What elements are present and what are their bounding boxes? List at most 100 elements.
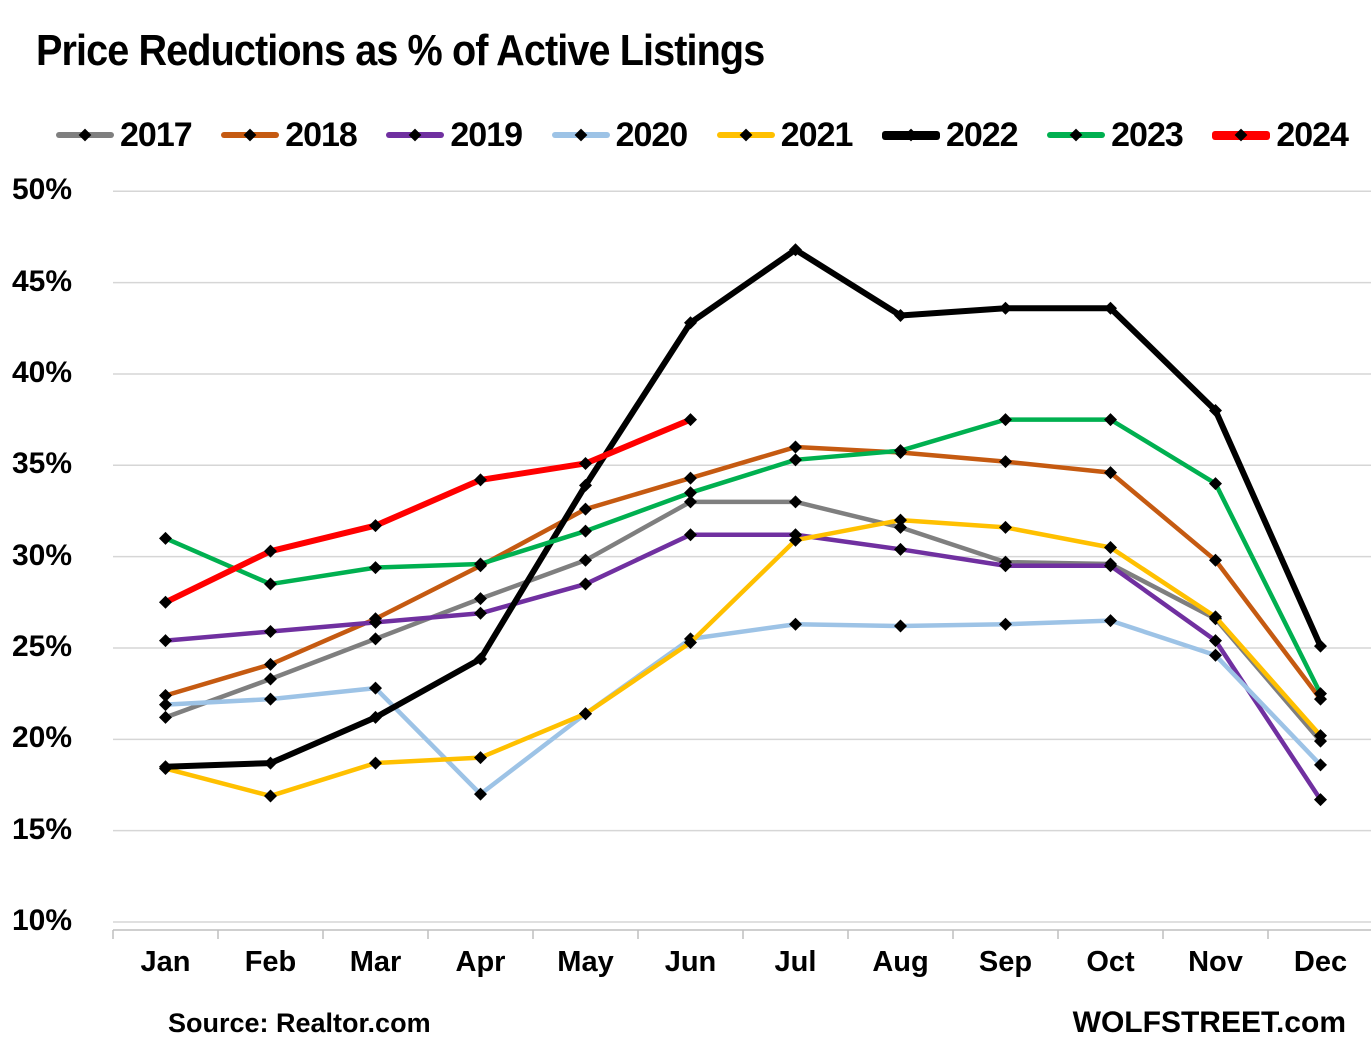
legend-line-swatch (1047, 128, 1106, 142)
y-tick-label: 15% (12, 812, 73, 846)
legend-line-swatch (221, 128, 280, 142)
data-point-marker-2022 (1104, 301, 1117, 315)
data-point-marker-2024 (579, 456, 592, 470)
legend-item-2019: 2019 (386, 116, 523, 155)
x-tick-label: Mar (349, 946, 402, 978)
data-point-marker-2021 (999, 520, 1012, 534)
data-point-marker-2022 (1314, 639, 1327, 653)
data-point-marker-2023 (369, 561, 382, 575)
legend-line-swatch (881, 128, 940, 142)
data-point-marker-2023 (1209, 477, 1222, 491)
x-tick-label: Jul (774, 946, 817, 978)
x-tick-label: Feb (244, 946, 297, 978)
legend-item-2024: 2024 (1212, 115, 1349, 155)
data-point-marker-2024 (684, 413, 697, 427)
legend-line-swatch (551, 128, 610, 142)
data-point-marker-2017 (369, 632, 382, 646)
legend-label: 2024 (1276, 115, 1349, 154)
data-point-marker-2020 (999, 617, 1012, 631)
legend-item-2022: 2022 (881, 116, 1019, 155)
data-point-marker-2023 (579, 524, 592, 538)
legend-line-swatch (1212, 128, 1271, 142)
data-point-marker-2022 (999, 301, 1012, 315)
data-point-marker-2021 (579, 707, 592, 721)
source-note: Source: Realtor.com (168, 1008, 431, 1038)
data-point-marker-2024 (369, 519, 382, 533)
data-point-marker-2020 (264, 692, 277, 706)
y-tick-label: 40% (12, 355, 73, 389)
data-point-marker-2021 (684, 635, 697, 649)
data-point-marker-2021 (894, 513, 907, 527)
series-line-2018 (163, 444, 1323, 702)
data-point-marker-2023 (789, 453, 802, 467)
data-point-marker-2020 (1104, 614, 1117, 628)
data-point-marker-2022 (789, 243, 802, 257)
x-tick-label: Dec (1293, 946, 1348, 978)
data-point-marker-2019 (474, 606, 487, 620)
x-tick-label: Jun (664, 946, 717, 978)
series-line-2020 (163, 618, 1323, 797)
data-point-marker-2017 (894, 520, 907, 534)
data-point-marker-2022 (579, 478, 592, 492)
legend-label: 2020 (615, 115, 689, 154)
legend-item-2023: 2023 (1047, 115, 1184, 155)
x-tick-label: Sep (978, 946, 1033, 978)
data-point-marker-2021 (264, 789, 277, 803)
data-point-marker-2023 (1104, 413, 1117, 427)
series-line-2019 (163, 532, 1323, 802)
x-tick-label: Oct (1086, 946, 1135, 978)
data-point-marker-2020 (1314, 758, 1327, 772)
data-point-marker-2021 (369, 756, 382, 770)
x-tick-label: Jan (140, 946, 191, 978)
data-point-marker-2019 (579, 577, 592, 591)
y-tick-label: 30% (12, 538, 73, 572)
x-tick-label: Aug (872, 946, 929, 978)
chart-legend: 2017 2018 2019 2020 2021 2022 2023 2024 (56, 112, 1349, 158)
data-point-marker-2024 (474, 473, 487, 487)
data-point-marker-2023 (894, 444, 907, 458)
data-point-marker-2018 (264, 657, 277, 671)
data-point-marker-2019 (999, 559, 1012, 573)
data-point-marker-2018 (789, 440, 802, 454)
data-point-marker-2022 (474, 652, 487, 666)
legend-line-swatch (716, 128, 775, 142)
data-point-marker-2019 (1314, 793, 1327, 807)
data-point-marker-2020 (894, 619, 907, 633)
legend-item-2017: 2017 (56, 115, 193, 155)
data-point-marker-2022 (159, 760, 172, 774)
legend-label: 2018 (285, 115, 358, 154)
data-point-marker-2017 (684, 495, 697, 509)
data-point-marker-2020 (369, 681, 382, 695)
x-tick-label: Nov (1188, 946, 1243, 978)
data-point-marker-2023 (474, 557, 487, 571)
legend-label: 2017 (120, 115, 193, 154)
y-tick-label: 50% (12, 173, 73, 207)
data-point-marker-2022 (264, 756, 277, 770)
legend-label: 2023 (1111, 115, 1184, 154)
data-point-marker-2018 (684, 471, 697, 485)
data-point-marker-2022 (684, 316, 697, 330)
data-point-marker-2023 (999, 413, 1012, 427)
data-point-marker-2024 (264, 544, 277, 558)
series-line-2021 (163, 517, 1323, 799)
legend-item-2021: 2021 (716, 116, 853, 155)
data-point-marker-2021 (1209, 610, 1222, 624)
data-point-marker-2023 (159, 531, 172, 545)
data-point-marker-2019 (264, 625, 277, 639)
data-point-marker-2023 (684, 486, 697, 500)
data-point-marker-2017 (789, 495, 802, 509)
data-point-marker-2022 (369, 710, 382, 724)
data-point-marker-2020 (159, 698, 172, 712)
data-point-marker-2018 (1209, 553, 1222, 567)
data-point-marker-2017 (579, 553, 592, 567)
legend-item-2020: 2020 (551, 115, 689, 155)
y-tick-label: 10% (12, 904, 73, 937)
data-point-marker-2018 (1104, 466, 1117, 480)
data-point-marker-2023 (1314, 687, 1327, 701)
data-point-marker-2017 (159, 710, 172, 724)
data-point-marker-2021 (474, 751, 487, 765)
y-tick-label: 25% (12, 629, 73, 663)
data-point-marker-2019 (684, 528, 697, 542)
